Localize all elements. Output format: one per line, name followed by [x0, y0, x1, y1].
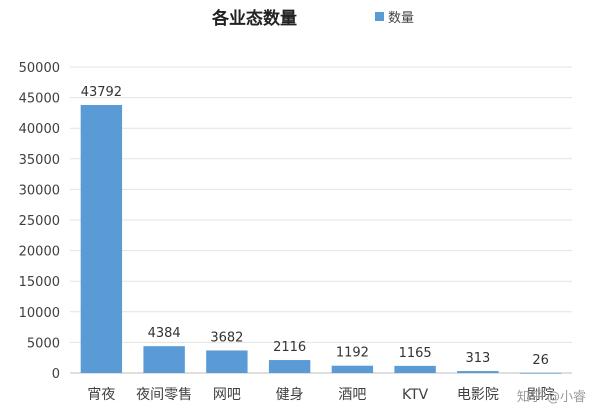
x-tick-label: 夜间零售	[136, 387, 192, 403]
bar	[268, 360, 311, 373]
data-label: 26	[532, 353, 549, 368]
bar	[206, 350, 248, 373]
gridlines	[70, 66, 572, 374]
x-tick-label: KTV	[402, 387, 429, 403]
y-tick-label: 0	[52, 367, 60, 382]
bar	[80, 104, 123, 374]
legend-label: 数量	[388, 11, 414, 26]
y-tick-label: 30000	[19, 183, 60, 198]
y-tick-label: 15000	[19, 275, 60, 290]
data-label: 43792	[81, 85, 122, 100]
data-label: 1192	[336, 346, 369, 361]
y-tick-label: 25000	[19, 214, 60, 229]
chart-title: 各业态数量	[211, 8, 297, 29]
watermark: 知乎 @小睿	[516, 390, 586, 405]
x-axis: 宵夜 夜间零售 网吧 健身 酒吧 KTV 电影院 剧院	[87, 386, 554, 403]
data-label: 3682	[210, 330, 243, 345]
x-tick-label: 剧院	[527, 387, 555, 403]
x-tick-label: 宵夜	[87, 386, 115, 403]
data-label: 2116	[273, 340, 306, 355]
data-label: 313	[465, 351, 490, 366]
bar	[457, 371, 499, 373]
x-tick-label: 电影院	[457, 387, 499, 403]
bar	[394, 365, 436, 373]
y-tick-label: 20000	[19, 245, 60, 260]
y-tick-label: 50000	[19, 61, 60, 76]
bar	[331, 365, 374, 373]
y-tick-label: 45000	[19, 92, 60, 107]
x-tick-label: 酒吧	[338, 387, 366, 403]
y-tick-label: 40000	[19, 122, 60, 137]
x-tick-label: 健身	[276, 387, 304, 403]
bars	[80, 104, 562, 374]
bar	[519, 372, 562, 374]
x-tick-label: 网吧	[213, 387, 241, 403]
data-label: 1165	[399, 346, 432, 361]
y-tick-label: 10000	[19, 306, 60, 321]
y-tick-label: 5000	[27, 336, 60, 351]
y-tick-label: 35000	[19, 153, 60, 168]
data-labels: 43792 4384 3682 2116 1192 1165 313 26	[81, 85, 549, 368]
data-label: 4384	[148, 326, 181, 341]
legend-swatch	[375, 12, 384, 21]
bar	[143, 346, 185, 373]
y-axis: 0 5000 10000 15000 20000 25000 30000 35000 40000…	[19, 61, 60, 382]
